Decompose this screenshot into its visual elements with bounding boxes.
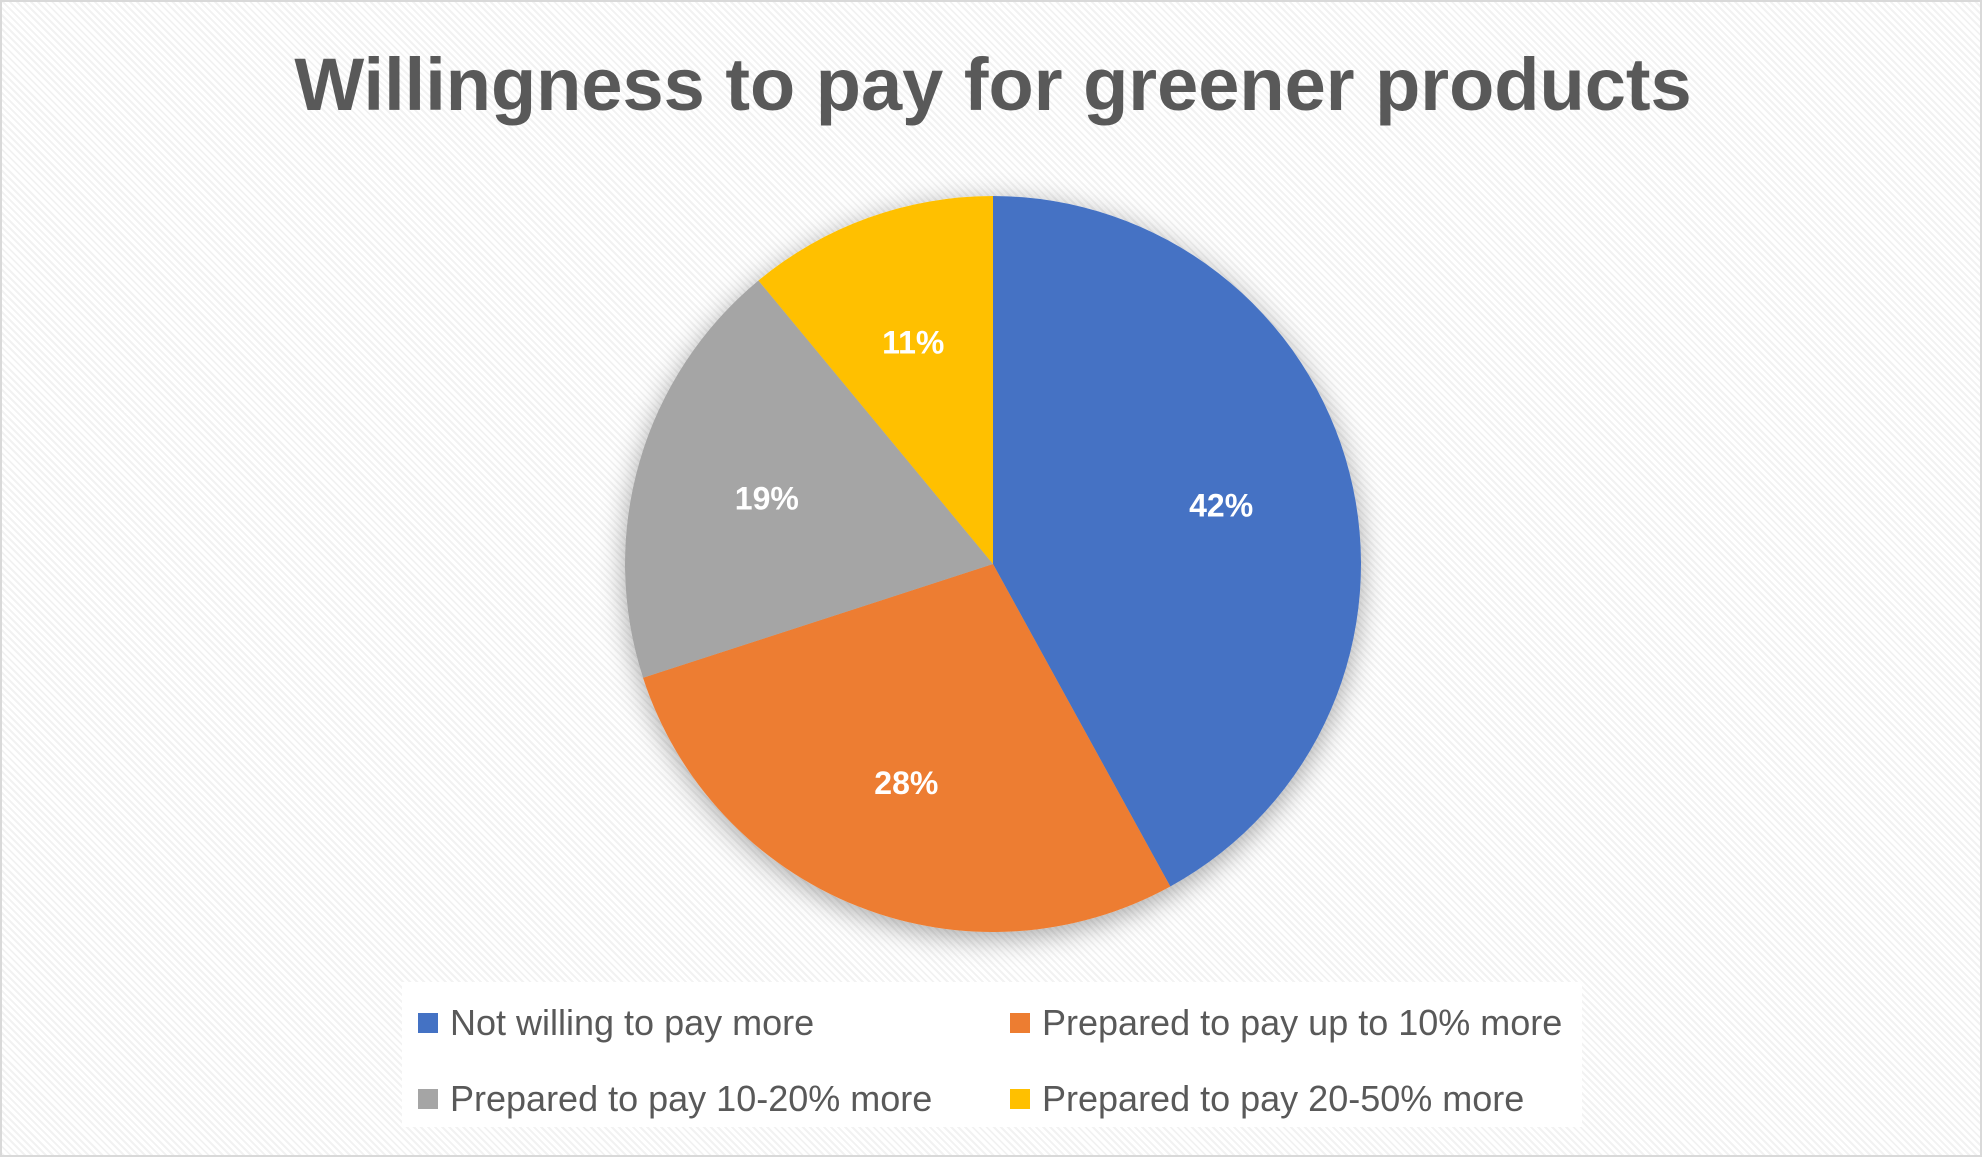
legend-swatch-orange (1010, 1013, 1030, 1033)
legend-label: Prepared to pay 10-20% more (450, 1078, 933, 1119)
chart-title: Willingness to pay for greener products (294, 43, 1692, 126)
data-label: 11% (882, 324, 944, 360)
slice-10-20[interactable] (625, 280, 993, 678)
legend-swatch-gray (418, 1089, 438, 1109)
legend-label: Prepared to pay up to 10% more (1042, 1002, 1563, 1043)
slice-up-to-10[interactable] (643, 564, 1171, 932)
slice-20-50[interactable] (758, 196, 993, 564)
slice-not-willing[interactable] (993, 196, 1361, 887)
legend: Not willing to pay more Prepared to pay … (402, 982, 1582, 1127)
legend-item-up-to-10[interactable]: Prepared to pay up to 10% more (1010, 1002, 1562, 1044)
legend-swatch-blue (418, 1013, 438, 1033)
pie-labels: 42% 28% 19% 11% (735, 324, 1253, 801)
data-label: 42% (1189, 487, 1253, 523)
legend-item-10-20[interactable]: Prepared to pay 10-20% more (418, 1078, 932, 1120)
data-label: 19% (735, 480, 799, 516)
legend-swatch-yellow (1010, 1089, 1030, 1109)
legend-item-not-willing[interactable]: Not willing to pay more (418, 1002, 814, 1044)
data-label: 28% (874, 765, 938, 801)
legend-label: Prepared to pay 20-50% more (1042, 1078, 1525, 1119)
legend-label: Not willing to pay more (450, 1002, 815, 1043)
legend-item-20-50[interactable]: Prepared to pay 20-50% more (1010, 1078, 1524, 1120)
pie-slices (625, 196, 1361, 932)
